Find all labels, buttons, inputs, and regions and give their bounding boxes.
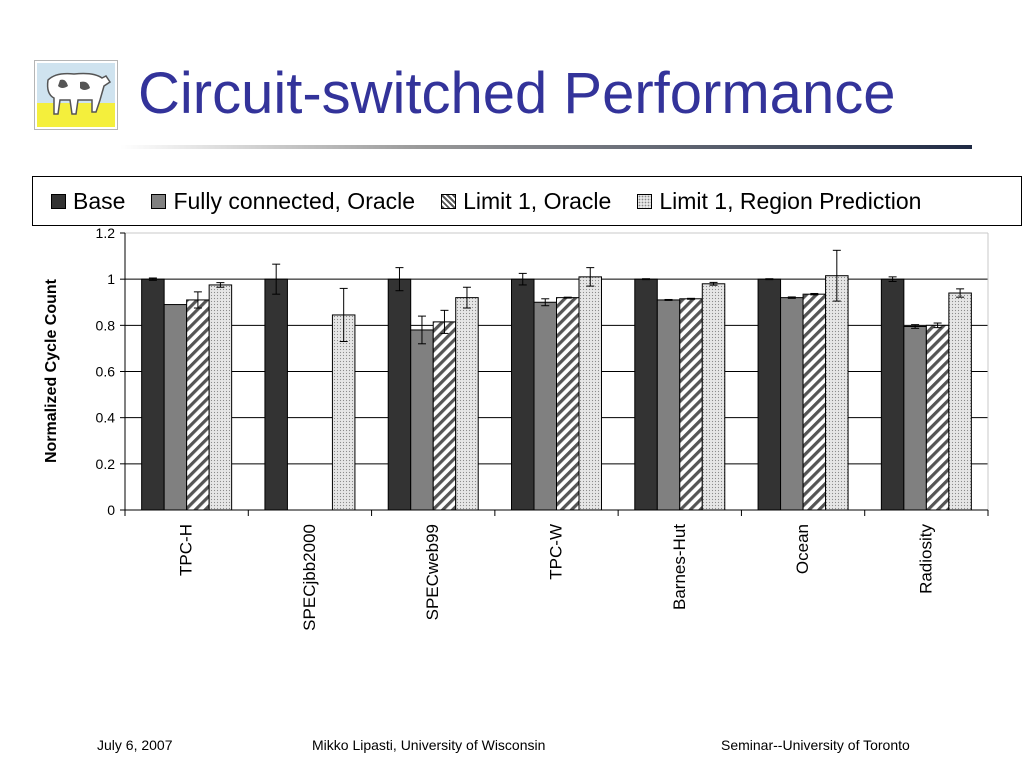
error-bars — [148, 249, 965, 345]
x-tick-label: Barnes-Hut — [670, 524, 689, 610]
bar — [511, 278, 535, 511]
legend-item-limit1-region-prediction: Limit 1, Region Prediction — [637, 188, 921, 215]
legend-swatch-limit1-region-prediction — [637, 193, 653, 209]
legend-swatch-base — [51, 193, 66, 209]
bar — [802, 293, 827, 511]
y-tick-label: 1 — [107, 271, 115, 287]
y-axis-label: Normalized Cycle Count — [43, 278, 60, 463]
x-tick-label: Ocean — [793, 524, 812, 574]
x-tick-label: SPECjbb2000 — [300, 524, 319, 631]
y-tick-label: 0.4 — [96, 410, 116, 426]
bar — [163, 304, 188, 511]
bar — [387, 278, 412, 511]
legend-item-limit1-oracle: Limit 1, Oracle — [441, 188, 611, 215]
y-tick-label: 0.6 — [96, 364, 116, 380]
legend-label-limit1-oracle: Limit 1, Oracle — [463, 187, 612, 214]
legend-label-base: Base — [73, 187, 126, 214]
cow-logo-icon — [33, 59, 119, 131]
bar — [208, 284, 233, 511]
footer-venue: Seminar--University of Toronto — [721, 737, 910, 753]
bar — [141, 278, 165, 511]
bar — [757, 278, 782, 511]
bar — [656, 299, 681, 511]
footer-date: July 6, 2007 — [97, 737, 173, 753]
bar — [679, 298, 703, 511]
y-tick-label: 0.8 — [96, 317, 116, 333]
y-tick-label: 0.2 — [96, 456, 116, 472]
axes: 0 0.2 0.4 0.6 0.8 1 1.2 TPC-H SPECjbb2000 SPECweb… — [96, 225, 989, 631]
x-tick-label: TPC-H — [177, 524, 196, 576]
bar — [701, 283, 726, 511]
bar — [825, 275, 849, 511]
slide-title: Circuit-switched Performance — [138, 61, 896, 126]
bar — [432, 321, 457, 511]
x-tick-label: Radiosity — [916, 524, 935, 594]
legend-item-base: Base — [51, 188, 125, 215]
bar — [634, 278, 658, 511]
bar — [410, 329, 434, 511]
x-tick-label: SPECweb99 — [423, 524, 442, 620]
bar — [780, 297, 804, 511]
bar — [903, 325, 927, 511]
legend-swatch-fully-connected-oracle — [151, 193, 167, 209]
bar — [331, 314, 356, 511]
legend-swatch-limit1-oracle — [441, 193, 457, 209]
legend-label-fully-connected-oracle: Fully connected, Oracle — [173, 187, 416, 214]
bar — [578, 276, 602, 511]
x-tick-label: TPC-W — [547, 524, 566, 580]
legend-label-limit1-region-prediction: Limit 1, Region Prediction — [659, 187, 922, 214]
bar — [264, 278, 288, 511]
bar — [533, 301, 557, 511]
title-divider — [120, 145, 972, 149]
chart-legend: Base Fully connected, Oracle Limit 1, Or… — [32, 176, 1022, 226]
bar — [880, 278, 905, 511]
footer-author: Mikko Lipasti, University of Wisconsin — [312, 737, 546, 753]
bar — [455, 297, 479, 511]
y-tick-label: 0 — [107, 502, 115, 518]
bar — [948, 292, 972, 511]
bar — [556, 297, 580, 511]
bars — [141, 275, 972, 511]
bar — [925, 324, 950, 511]
legend-item-fully-connected-oracle: Fully connected, Oracle — [151, 188, 415, 215]
bar-chart: 0 0.2 0.4 0.6 0.8 1 1.2 TPC-H SPECjbb2000 SPECweb… — [43, 225, 989, 631]
bar — [186, 299, 210, 511]
y-tick-label: 1.2 — [96, 225, 116, 241]
